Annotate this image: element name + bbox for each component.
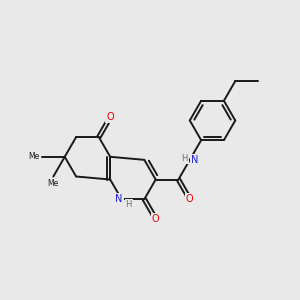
Text: O: O — [152, 214, 160, 224]
Text: O: O — [186, 194, 194, 204]
Text: N: N — [191, 155, 198, 165]
Text: N: N — [115, 194, 123, 204]
Text: Me: Me — [48, 179, 59, 188]
Text: O: O — [106, 112, 114, 122]
Text: Me: Me — [28, 152, 39, 161]
Text: H: H — [182, 154, 188, 163]
Text: H: H — [126, 200, 132, 209]
